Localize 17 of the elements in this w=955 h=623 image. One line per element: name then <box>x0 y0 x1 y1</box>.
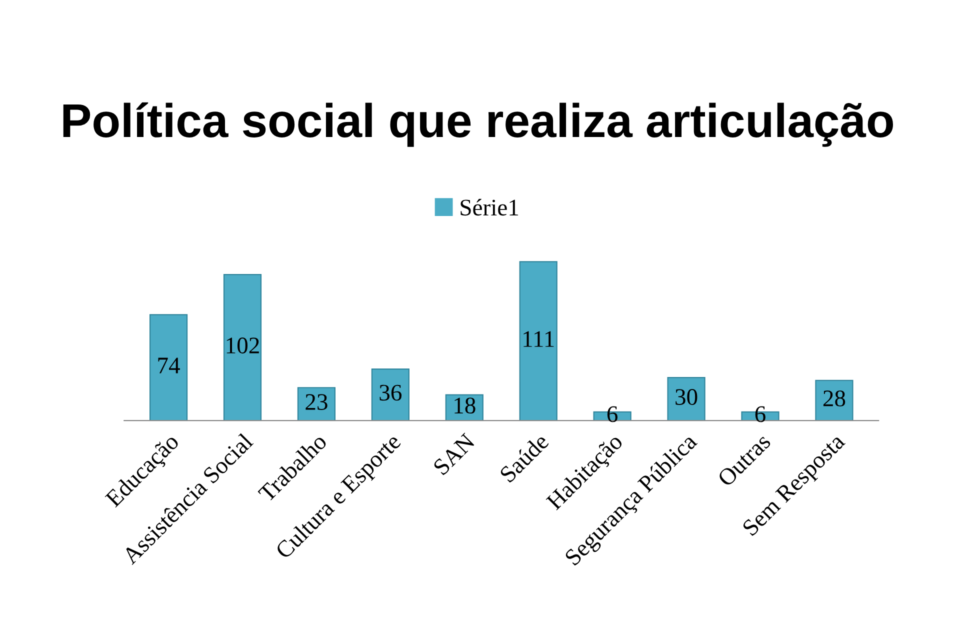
data-label: 74 <box>158 358 180 374</box>
data-label: 30 <box>676 389 698 405</box>
data-label: 36 <box>380 384 402 401</box>
data-label: 28 <box>823 390 846 406</box>
data-label: 111 <box>524 331 554 347</box>
bar <box>223 274 262 421</box>
legend-label: Série1 <box>460 198 518 216</box>
data-label: 18 <box>454 398 476 414</box>
bar <box>149 314 188 421</box>
data-label: 102 <box>226 338 259 354</box>
data-label: 23 <box>306 394 328 410</box>
bar <box>815 380 854 421</box>
chart-title: Política social que realiza articulação <box>63 102 893 147</box>
bar <box>371 368 410 421</box>
bar <box>297 387 336 421</box>
bar <box>519 261 558 421</box>
bar <box>667 377 706 421</box>
